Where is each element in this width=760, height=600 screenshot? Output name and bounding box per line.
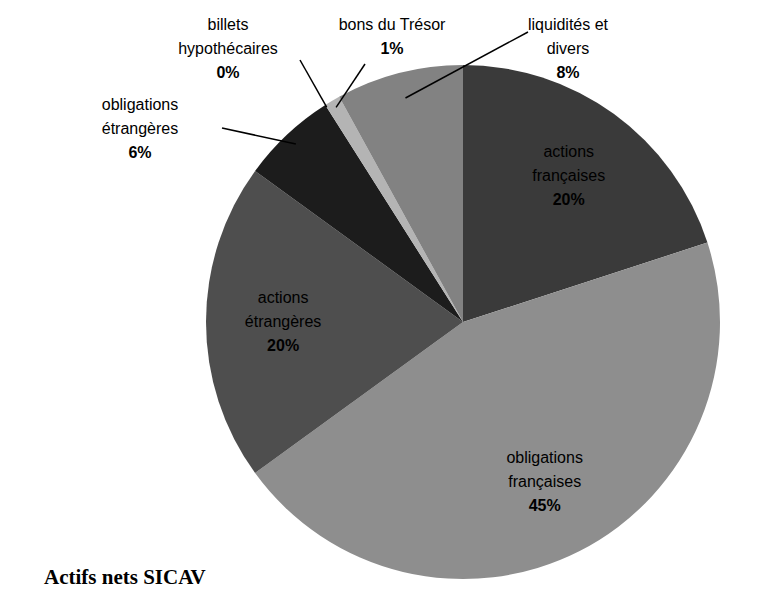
- slices: [206, 65, 720, 579]
- category-label-line: hypothécaires: [178, 40, 278, 57]
- category-label: actions françaises: [532, 143, 605, 184]
- category-label-line: actions: [258, 289, 309, 306]
- category-label-line: obligations: [506, 449, 583, 466]
- category-label-line: françaises: [508, 473, 581, 490]
- category-label-line: obligations: [102, 96, 179, 113]
- value-label: 20%: [267, 337, 299, 354]
- category-label: obligations françaises: [506, 449, 583, 490]
- category-label: bons du Trésor: [339, 16, 446, 33]
- category-label: billets hypothécaires: [178, 16, 278, 57]
- category-label: liquidités et divers: [528, 16, 609, 57]
- category-label-line: étrangères: [245, 313, 322, 330]
- category-label-line: liquidités et: [528, 16, 609, 33]
- category-label: obligations étrangères: [102, 96, 179, 137]
- pie-slice: [339, 65, 463, 322]
- leader-line: [300, 60, 327, 107]
- category-label-line: françaises: [532, 167, 605, 184]
- leader-line: [222, 128, 296, 144]
- value-label: 20%: [553, 191, 585, 208]
- pie-chart: actions françaises 20% obligations française…: [0, 0, 760, 600]
- chart-container: actions françaises 20% obligations française…: [0, 0, 760, 600]
- value-label: 6%: [128, 144, 151, 161]
- category-label-line: actions: [543, 143, 594, 160]
- category-label-line: billets: [208, 16, 249, 33]
- labels: actions françaises 20% obligations française…: [102, 16, 609, 514]
- leader-line: [336, 64, 365, 107]
- value-label: 1%: [380, 40, 403, 57]
- value-label: 45%: [529, 497, 561, 514]
- value-label: 0%: [216, 64, 239, 81]
- category-label: actions étrangères: [245, 289, 322, 330]
- category-label-line: bons du Trésor: [339, 16, 446, 33]
- chart-title: Actifs nets SICAV: [44, 565, 206, 589]
- value-label: 8%: [556, 64, 579, 81]
- leader-line: [405, 32, 528, 98]
- category-label-line: divers: [547, 40, 590, 57]
- category-label-line: étrangères: [102, 120, 179, 137]
